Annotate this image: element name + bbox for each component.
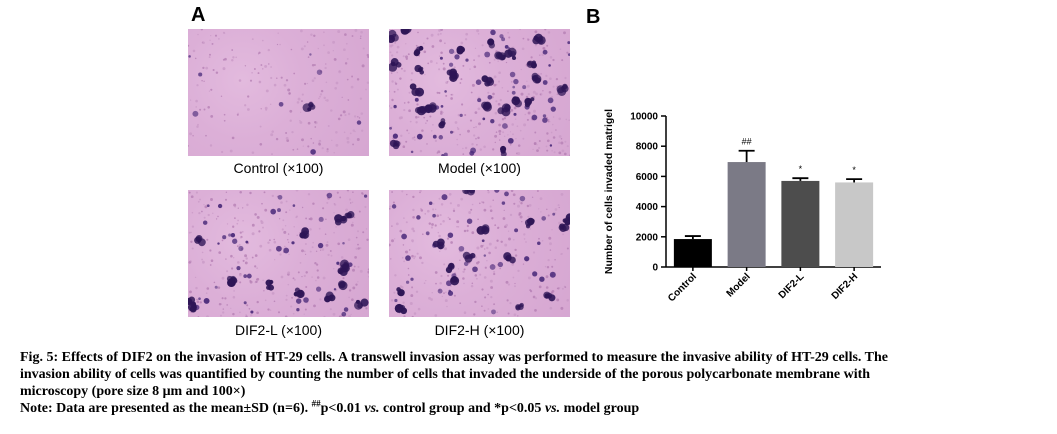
micrograph-caption-dif2-h: DIF2-H (×100)	[434, 322, 525, 338]
note-vs-1: vs.	[364, 401, 380, 416]
micrograph-texture	[389, 29, 570, 156]
note-p1: p<0.01	[320, 401, 365, 416]
note-vs-2: vs.	[544, 401, 561, 416]
y-tick-label: 10000	[630, 112, 658, 123]
micrograph-texture	[188, 29, 369, 156]
y-tick-label: 2000	[636, 232, 659, 243]
x-tick-label: Control	[666, 271, 699, 304]
significance-marker: ##	[742, 137, 752, 147]
caption-line-3: microscopy (pore size 8 μm and 100×)	[20, 384, 246, 399]
note-mid: control group and *p<0.05	[379, 401, 545, 416]
bar-model	[727, 162, 766, 267]
micrograph-texture	[188, 190, 369, 317]
bar-dif2-l	[781, 180, 820, 267]
caption-line-2: invasion ability of cells was quantified…	[20, 367, 871, 382]
y-axis-label: Number of cells invaded matrigel	[603, 109, 615, 274]
micrograph-texture	[389, 190, 570, 317]
y-tick-label: 8000	[636, 142, 659, 153]
micrograph-caption-dif2-l: DIF2-L (×100)	[234, 322, 322, 338]
note-sup: ##	[311, 398, 321, 409]
caption-line-1: Fig. 5: Effects of DIF2 on the invasion …	[20, 350, 888, 365]
micrograph-control	[188, 29, 369, 156]
micrograph-dif2-h	[389, 190, 570, 317]
x-tick-label: Model	[725, 271, 753, 299]
bar-control	[673, 239, 712, 267]
caption-note: Note: Data are presented as the mean±SD …	[20, 398, 1050, 417]
y-tick-label: 4000	[636, 202, 659, 213]
micrograph-caption-control: Control (×100)	[233, 160, 324, 176]
y-tick-label: 6000	[636, 172, 659, 183]
panel-b-label: B	[586, 6, 601, 28]
micrograph-model	[389, 29, 570, 156]
y-tick-label: 0	[652, 263, 658, 274]
x-tick-label: DIF2-H	[830, 271, 861, 302]
bar-chart: Number of cells invaded matrigel 0 2000 400…	[603, 109, 881, 304]
panel-a-label: A	[191, 4, 206, 26]
significance-marker: *	[799, 164, 803, 174]
micrograph-dif2-l	[188, 190, 369, 317]
bar-dif2-h	[835, 182, 874, 267]
figure-caption: Fig. 5: Effects of DIF2 on the invasion …	[20, 349, 1050, 417]
micrograph-caption-model: Model (×100)	[438, 160, 521, 176]
note-prefix: Note: Data are presented as the mean±SD …	[20, 401, 312, 416]
significance-marker: *	[852, 165, 856, 175]
x-tick-label: DIF2-L	[777, 271, 807, 301]
note-end: model group	[560, 401, 640, 416]
